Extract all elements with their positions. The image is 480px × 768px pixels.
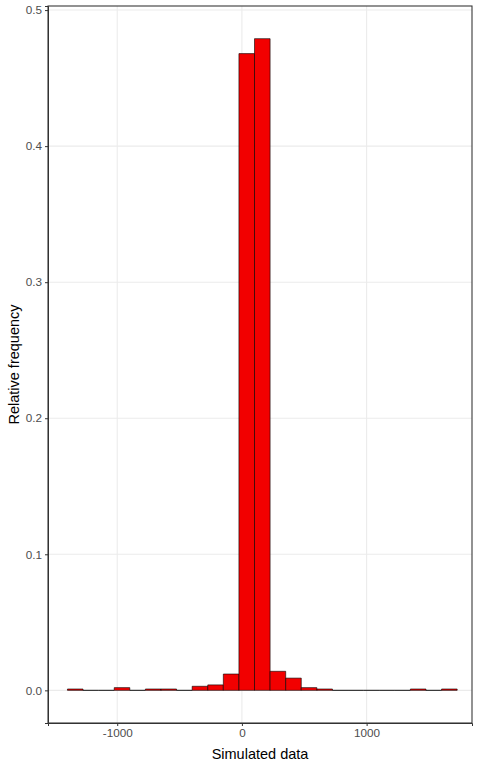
y-tick-label: 0.4 bbox=[26, 139, 43, 152]
grid-line-y bbox=[48, 10, 472, 11]
bar bbox=[255, 39, 271, 691]
y-tick-label: 0.0 bbox=[26, 684, 43, 697]
bar bbox=[286, 678, 302, 690]
bar bbox=[379, 690, 395, 691]
bars bbox=[67, 39, 457, 691]
bar bbox=[208, 685, 224, 690]
bar bbox=[239, 54, 255, 691]
bar bbox=[83, 690, 99, 691]
y-tick: 0.2 bbox=[26, 411, 48, 424]
x-tick: 0 bbox=[239, 723, 246, 739]
bar bbox=[145, 689, 161, 690]
x-axis-title: Simulated data bbox=[212, 746, 310, 762]
bar bbox=[301, 688, 317, 691]
bar bbox=[177, 690, 193, 691]
panel-background bbox=[48, 6, 472, 723]
bar bbox=[223, 674, 239, 690]
bar bbox=[426, 690, 442, 691]
y-tick: 0.1 bbox=[26, 548, 48, 561]
bar bbox=[161, 689, 177, 690]
bar bbox=[192, 686, 208, 690]
bar bbox=[410, 689, 426, 690]
bar bbox=[348, 690, 364, 691]
bar bbox=[395, 690, 411, 691]
grid-line-x bbox=[366, 6, 367, 723]
y-tick-label: 0.2 bbox=[26, 411, 42, 424]
bar bbox=[364, 690, 380, 691]
y-axis: 0.0 0.1 0.2 0.3 0.4 0.5 bbox=[26, 3, 49, 723]
y-axis-title: Relative frequency bbox=[6, 304, 22, 425]
y-tick: 0.0 bbox=[26, 684, 48, 697]
x-tick-label: -1000 bbox=[103, 726, 133, 739]
bar bbox=[99, 690, 115, 691]
chart: -1000 0 1000 0.0 0.1 0.2 0.3 0.4 0.5 Simulated da… bbox=[0, 0, 480, 768]
grid bbox=[48, 6, 472, 723]
y-tick: 0.5 bbox=[26, 3, 48, 16]
x-tick: -1000 bbox=[103, 723, 133, 739]
bar bbox=[270, 671, 286, 690]
y-tick: 0.3 bbox=[26, 275, 48, 288]
y-tick-label: 0.5 bbox=[26, 3, 43, 16]
x-axis: -1000 0 1000 bbox=[49, 723, 473, 739]
bar bbox=[114, 688, 130, 691]
bar bbox=[317, 689, 333, 690]
bar bbox=[442, 689, 458, 690]
grid-line-x bbox=[117, 6, 118, 723]
y-tick: 0.4 bbox=[26, 139, 48, 152]
x-tick: 1000 bbox=[354, 723, 381, 739]
y-tick-label: 0.3 bbox=[26, 275, 42, 288]
x-tick-label: 1000 bbox=[354, 726, 381, 739]
x-tick-label: 0 bbox=[239, 726, 246, 739]
plot: -1000 0 1000 0.0 0.1 0.2 0.3 0.4 0.5 bbox=[26, 3, 473, 739]
panel-border bbox=[48, 6, 472, 723]
bar bbox=[332, 690, 348, 691]
bar bbox=[67, 689, 83, 690]
bar bbox=[130, 690, 146, 691]
y-tick-label: 0.1 bbox=[26, 548, 42, 561]
